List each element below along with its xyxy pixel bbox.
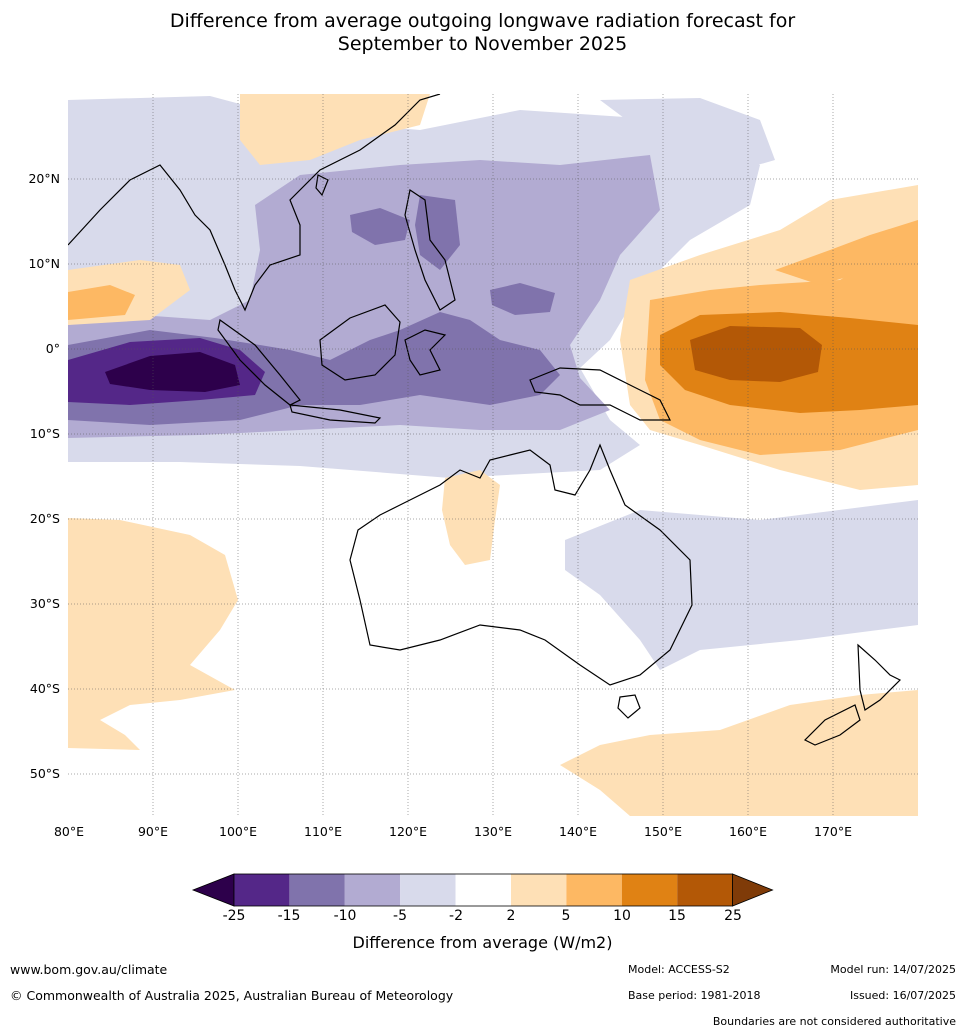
colorbar-segment — [400, 874, 456, 906]
lat-label-50s: 50°S — [29, 766, 60, 781]
anomaly-light-orange-wa — [442, 470, 500, 565]
coastline-java — [289, 404, 382, 424]
lat-label-30s: 30°S — [29, 596, 60, 611]
lon-label-130e: 130°E — [473, 824, 513, 839]
anomaly-orange-nw — [68, 285, 135, 320]
colorbar-title: Difference from average (W/m2) — [352, 933, 613, 952]
colorbar-extend-high — [732, 873, 774, 907]
lat-label-20n: 20°N — [28, 171, 60, 186]
colorbar-segment — [621, 874, 678, 906]
colorbar-tick: 10 — [613, 908, 631, 924]
map-title: Difference from average outgoing longwav… — [0, 10, 965, 56]
colorbar-segment — [511, 874, 567, 906]
website-link[interactable]: www.bom.gov.au/climate — [10, 962, 168, 977]
colorbar-tick: -5 — [393, 908, 407, 924]
colorbar-extend-low — [191, 873, 235, 907]
title-line-1: Difference from average outgoing longwav… — [169, 10, 796, 32]
colorbar-outline — [233, 873, 734, 907]
disclaimer-text: Boundaries are not considered authoritat… — [712, 1015, 956, 1028]
colorbar-tick: -15 — [277, 908, 301, 924]
coastline-new-zealand-north — [857, 643, 902, 711]
anomaly-light-purple-northeast — [600, 98, 775, 170]
coastline-tasmania — [617, 694, 641, 719]
coastline-taiwan — [315, 174, 329, 197]
lon-label-150e: 150°E — [643, 824, 683, 839]
anomaly-mid-purple-nw — [68, 200, 130, 240]
coastlines — [68, 94, 902, 746]
lon-label-140e: 140°E — [558, 824, 598, 839]
lat-label-10n: 10°N — [28, 256, 60, 271]
model-run-text: Model run: 14/07/2025 — [830, 963, 956, 976]
coastline-sulawesi — [404, 329, 447, 376]
lon-label-80e: 80°E — [53, 824, 85, 839]
lon-label-90e: 90°E — [137, 824, 169, 839]
anomaly-purple-sea — [350, 208, 410, 245]
issued-text: Issued: 16/07/2025 — [849, 989, 956, 1002]
lat-label-40s: 40°S — [29, 681, 60, 696]
colorbar-tick: 25 — [724, 908, 742, 924]
colorbar — [191, 873, 774, 907]
anomaly-brown — [690, 326, 822, 382]
anomaly-light-orange-china — [240, 94, 430, 165]
graticule — [68, 94, 918, 816]
anomaly-orange-north-pacific — [775, 220, 918, 285]
coastline-new-zealand-south — [803, 704, 861, 746]
coastline-australia — [349, 443, 693, 686]
colorbar-segment — [677, 874, 733, 906]
lon-label-170e: 170°E — [813, 824, 853, 839]
anomaly-field — [68, 94, 918, 816]
lon-label-100e: 100°E — [218, 824, 258, 839]
model-text: Model: ACCESS-S2 — [628, 963, 730, 976]
coastline-asia — [68, 94, 441, 312]
title-line-2: September to November 2025 — [337, 33, 628, 55]
anomaly-light-purple-east-australia — [565, 500, 918, 670]
anomaly-darkest-purple — [105, 352, 240, 392]
lon-label-120e: 120°E — [388, 824, 428, 839]
colorbar-tick: 5 — [561, 908, 571, 924]
lon-label-160e: 160°E — [728, 824, 768, 839]
lat-label-equator: 0° — [45, 341, 60, 356]
coastline-philippines — [404, 189, 456, 311]
coastline-borneo — [319, 304, 401, 381]
anomaly-purple-pacific — [490, 283, 555, 315]
colorbar-segment — [289, 874, 345, 906]
base-period-text: Base period: 1981-2018 — [628, 989, 761, 1002]
colorbar-segment — [566, 874, 622, 906]
colorbar-segment — [234, 874, 290, 906]
lat-label-10s: 10°S — [29, 426, 60, 441]
colorbar-segment — [344, 874, 401, 906]
colorbar-tick: -25 — [222, 908, 246, 924]
coastline-new-guinea — [529, 367, 671, 421]
colorbar-segment — [455, 874, 511, 906]
copyright-text: © Commonwealth of Australia 2025, Austra… — [10, 988, 454, 1003]
colorbar-tick: 15 — [668, 908, 686, 924]
colorbar-tick: 2 — [506, 908, 516, 924]
colorbar-tick: -10 — [333, 908, 357, 924]
colorbar-tick: -2 — [449, 908, 463, 924]
lat-label-20s: 20°S — [29, 511, 60, 526]
anomaly-light-orange-southern — [560, 690, 918, 816]
lon-label-110e: 110°E — [303, 824, 343, 839]
